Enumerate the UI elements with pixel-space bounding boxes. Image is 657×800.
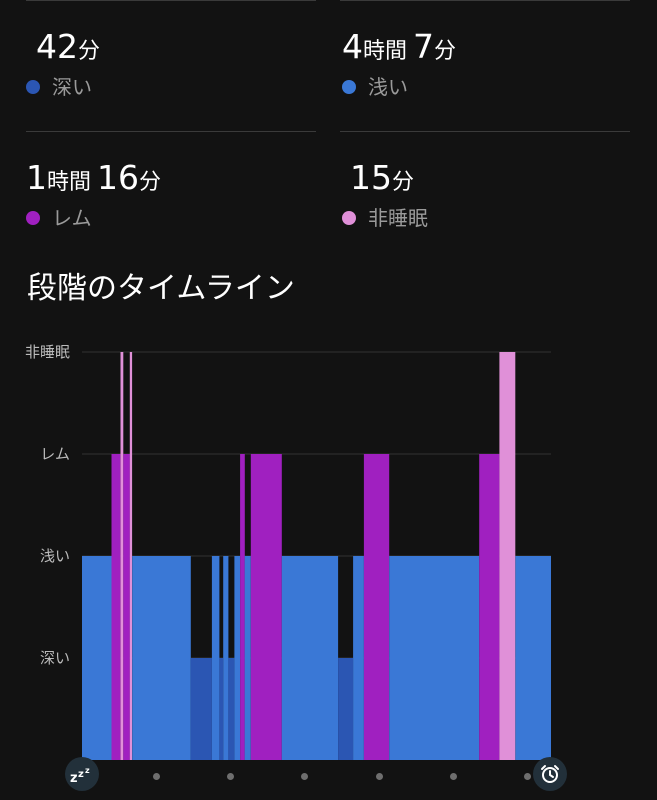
legend-dot-awake: [342, 211, 356, 225]
segment-light: [353, 556, 364, 760]
time-axis-dot: [450, 773, 457, 780]
segment-light: [223, 556, 229, 760]
stat-light-minutes-unit: 分: [434, 39, 457, 64]
segment-awake: [499, 352, 516, 760]
time-axis-dot: [301, 773, 308, 780]
stat-light-minutes: 7: [413, 27, 435, 66]
segment-rem: [123, 454, 130, 760]
segment-light: [132, 556, 191, 760]
segment-light: [244, 556, 251, 760]
stat-light-hours-unit: 時間: [363, 39, 408, 64]
y-axis-label: 非睡眠: [25, 343, 70, 361]
time-axis-dot: [227, 773, 234, 780]
stat-light-hours: 4: [342, 27, 363, 66]
segment-deep: [190, 658, 212, 760]
stat-rem: 1時間 16分 レム: [26, 161, 161, 228]
divider-top-right: [340, 0, 630, 1]
stat-deep-duration: 42分: [36, 30, 100, 63]
svg-text:z: z: [85, 766, 90, 775]
stat-awake-label-row: 非睡眠: [342, 208, 428, 228]
sleep-zzz-icon: z z z: [70, 766, 90, 784]
stat-deep: 42分 深い: [26, 30, 100, 97]
divider-mid-right: [340, 131, 630, 132]
time-axis-dot: [376, 773, 383, 780]
segment-awake: [120, 352, 124, 760]
timeline-title: 段階のタイムライン: [27, 271, 295, 306]
segment-rem: [479, 454, 500, 760]
legend-dot-deep: [26, 80, 40, 94]
segment-rem: [111, 454, 121, 760]
legend-dot-light: [342, 80, 356, 94]
stat-rem-label-row: レム: [26, 208, 161, 228]
segment-light: [281, 556, 339, 760]
chart-segments: [82, 352, 551, 760]
stat-deep-minutes: 42: [36, 27, 78, 66]
stat-rem-hours: 1: [26, 158, 47, 197]
stat-rem-label: レム: [52, 206, 92, 230]
divider-mid-left: [26, 131, 316, 132]
legend-dot-rem: [26, 211, 40, 225]
stat-awake: 15分 非睡眠: [342, 161, 428, 228]
y-axis-label: 深い: [40, 649, 70, 667]
segment-rem: [363, 454, 390, 760]
y-axis-label: レム: [40, 445, 70, 463]
segment-light: [389, 556, 480, 760]
time-axis-dot: [153, 773, 160, 780]
segment-rem: [240, 454, 245, 760]
time-axis-dot: [524, 773, 531, 780]
segment-deep: [338, 658, 354, 760]
wake-end-badge: [533, 757, 567, 791]
segment-light: [211, 556, 220, 760]
stat-rem-minutes-unit: 分: [139, 170, 162, 195]
sleep-start-badge: z z z: [65, 757, 99, 791]
stat-awake-minutes-unit: 分: [392, 170, 415, 195]
stat-awake-label: 非睡眠: [368, 206, 428, 230]
svg-text:z: z: [70, 771, 78, 784]
stat-awake-minutes: 15: [350, 158, 392, 197]
svg-text:z: z: [78, 769, 84, 780]
segment-rem: [250, 454, 282, 760]
alarm-clock-icon: [541, 765, 559, 783]
segment-light: [515, 556, 551, 760]
stat-light: 4時間 7分 浅い: [342, 30, 456, 97]
stat-rem-minutes: 16: [97, 158, 140, 197]
segment-light: [234, 556, 240, 760]
stat-awake-duration: 15分: [350, 161, 428, 194]
stat-rem-hours-unit: 時間: [47, 170, 92, 195]
divider-top-left: [26, 0, 316, 1]
segment-light: [82, 556, 112, 760]
stat-deep-minutes-unit: 分: [78, 39, 101, 64]
stat-rem-duration: 1時間 16分: [26, 161, 161, 194]
segment-deep: [228, 658, 235, 760]
stat-light-label-row: 浅い: [342, 77, 456, 97]
segment-awake: [129, 352, 133, 760]
y-axis-label: 浅い: [40, 547, 70, 565]
stat-deep-label: 深い: [52, 75, 92, 99]
stat-light-label: 浅い: [368, 75, 408, 99]
stat-deep-label-row: 深い: [26, 77, 100, 97]
segment-deep: [219, 658, 224, 760]
stat-light-duration: 4時間 7分: [342, 30, 456, 63]
